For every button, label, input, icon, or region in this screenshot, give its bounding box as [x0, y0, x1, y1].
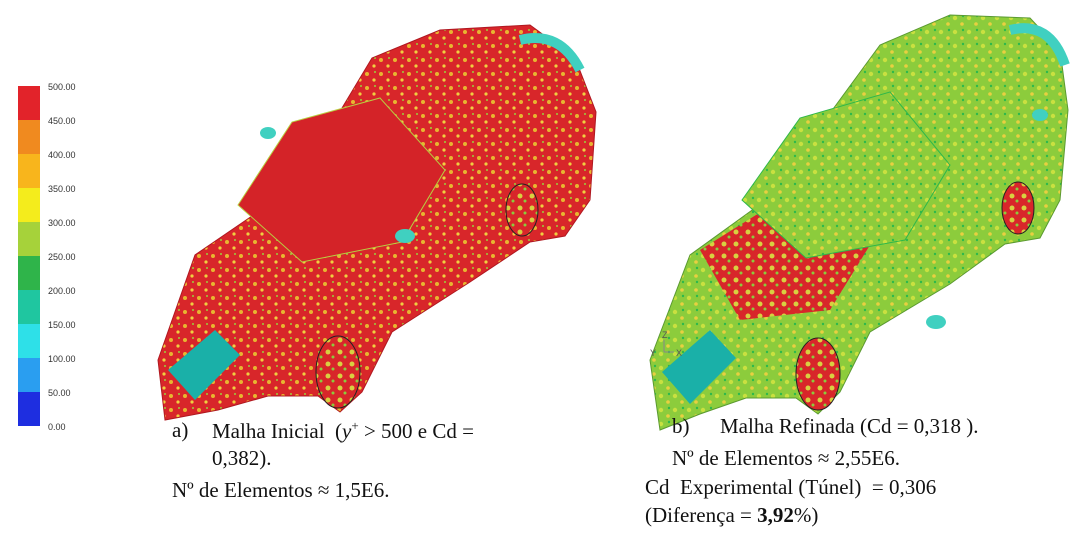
experimental-text: Cd Experimental (Túnel) = 0,306	[645, 475, 937, 499]
legend-label: 300.00	[48, 218, 76, 228]
car-b	[649, 14, 1070, 431]
caption-sup: +	[351, 418, 359, 433]
legend-label: 0.00	[48, 422, 66, 432]
car-roof	[237, 97, 446, 263]
wheel	[795, 337, 841, 411]
legend-label: 400.00	[48, 150, 76, 160]
color-bar	[18, 86, 40, 426]
car-grille	[662, 330, 736, 404]
color-band	[18, 120, 40, 154]
panel-label: b)	[672, 414, 690, 438]
color-band	[18, 392, 40, 426]
car-grille	[168, 330, 240, 400]
triad-label: Z	[662, 330, 668, 340]
caption-line: 0,382).	[212, 446, 272, 470]
legend-label: 250.00	[48, 252, 76, 262]
axis-triad: Y Z X	[650, 330, 682, 358]
car-a	[157, 24, 597, 421]
spoiler	[1008, 23, 1070, 67]
color-band	[18, 86, 40, 120]
difference-part: %)	[793, 503, 819, 527]
elements-text: Nº de Elementos ≈ 2,55E6.	[672, 446, 900, 470]
mirror	[395, 229, 415, 243]
triad-label: X	[676, 348, 682, 358]
spoiler	[518, 33, 585, 73]
triad-label: Y	[650, 348, 656, 358]
color-band	[18, 290, 40, 324]
mirror	[1032, 109, 1048, 121]
caption-text: Malha Inicial (	[212, 419, 343, 443]
difference-part: (Diferença =	[645, 503, 758, 527]
legend-label: 50.00	[48, 388, 71, 398]
legend-label: 500.00	[48, 82, 76, 92]
caption: Malha Inicial (y+ > 500 e Cd =	[212, 418, 474, 444]
color-band	[18, 324, 40, 358]
caption: Malha Refinada (Cd = 0,318 ).	[720, 414, 979, 438]
mirror	[260, 127, 276, 139]
legend-label: 450.00	[48, 116, 76, 126]
color-band	[18, 154, 40, 188]
legend-label: 150.00	[48, 320, 76, 330]
wheel	[315, 335, 361, 409]
wheel	[1001, 181, 1035, 235]
caption-text: > 500 e Cd =	[358, 419, 474, 443]
panel-label: a)	[172, 418, 189, 442]
color-band	[18, 256, 40, 290]
legend-label: 350.00	[48, 184, 76, 194]
difference-text: (Diferença = 3,92%)	[645, 503, 818, 528]
color-band	[18, 222, 40, 256]
mirror	[926, 315, 946, 329]
legend-label: 200.00	[48, 286, 76, 296]
difference-value: 3,92	[757, 503, 794, 527]
caption-var: y	[342, 419, 352, 443]
legend-label: 100.00	[48, 354, 76, 364]
wheel	[505, 183, 539, 237]
color-band	[18, 188, 40, 222]
color-band	[18, 358, 40, 392]
elements-text: Nº de Elementos ≈ 1,5E6.	[172, 478, 390, 502]
car-roof	[741, 91, 951, 259]
